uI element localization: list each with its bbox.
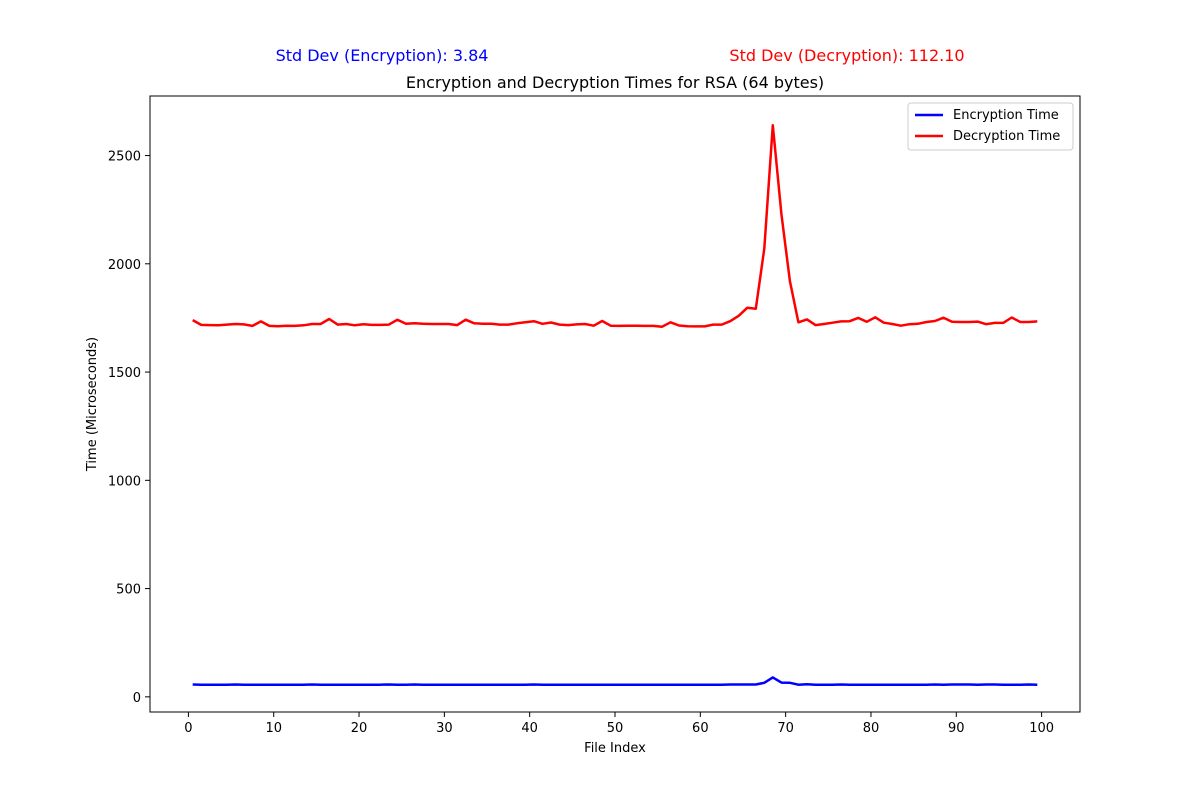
x-tick-label: 30: [436, 721, 453, 736]
y-axis: 0 500 1000 1500 2000 2500: [108, 150, 150, 706]
x-tick-label: 20: [351, 721, 368, 736]
x-tick-label: 90: [948, 721, 965, 736]
legend-box: [907, 102, 1074, 151]
y-axis-label: Time (Microseconds): [85, 337, 100, 472]
y-tick-label: 2000: [108, 258, 141, 273]
x-tick-label: 40: [521, 721, 538, 736]
x-axis: 0 10 20 30 40 50 60 70 80 90 100: [184, 712, 1054, 736]
legend-label-encryption: Encryption Time: [953, 108, 1059, 123]
series-line-encryption-time: [192, 676, 1038, 686]
plot-series: [192, 123, 1038, 686]
x-tick-label: 0: [184, 721, 192, 736]
std-dev-decryption-annotation: Std Dev (Decryption): 112.10: [729, 46, 964, 65]
x-tick-label: 50: [607, 721, 624, 736]
x-tick-label: 10: [265, 721, 282, 736]
chart-title: Encryption and Decryption Times for RSA …: [406, 73, 824, 92]
x-tick-label: 80: [863, 721, 880, 736]
std-dev-encryption-annotation: Std Dev (Encryption): 3.84: [276, 46, 489, 65]
y-tick-label: 0: [133, 691, 141, 706]
y-tick-label: 500: [116, 583, 141, 598]
y-tick-label: 2500: [108, 150, 141, 165]
legend-label-decryption: Decryption Time: [953, 129, 1060, 144]
x-tick-label: 100: [1029, 721, 1054, 736]
x-axis-label: File Index: [584, 741, 646, 756]
x-tick-label: 70: [777, 721, 794, 736]
legend: Encryption Time Decryption Time: [907, 102, 1074, 151]
y-tick-label: 1000: [108, 474, 141, 489]
y-tick-label: 1500: [108, 366, 141, 381]
plot-area-frame: [149, 95, 1081, 713]
series-line-decryption-time: [192, 123, 1038, 329]
x-tick-label: 60: [692, 721, 709, 736]
